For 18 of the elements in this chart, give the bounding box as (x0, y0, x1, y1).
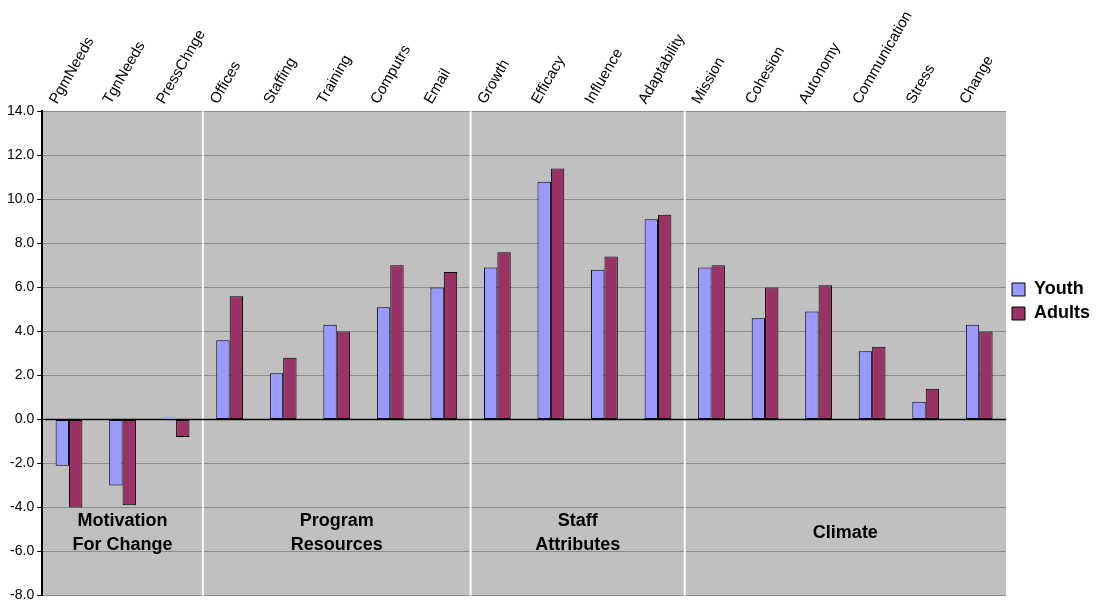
y-tick-label: -2.0 (10, 454, 35, 471)
y-tick-label: 2.0 (14, 366, 35, 383)
band-label: Motivation For Change (72, 509, 173, 554)
legend-label: Youth (1034, 278, 1084, 299)
y-tick-label: 4.0 (14, 322, 35, 339)
y-tick-label: 14.0 (7, 102, 35, 119)
legend-label: Adults (1034, 302, 1090, 323)
band-label: Staff Attributes (535, 509, 621, 554)
y-tick-label: 12.0 (7, 146, 35, 163)
band-label: Program Resources (290, 509, 383, 554)
band-label: Climate (812, 521, 878, 542)
y-tick-label: 6.0 (14, 278, 35, 295)
y-tick-label: -8.0 (10, 586, 35, 603)
y-tick-label: -6.0 (10, 542, 35, 559)
y-tick-label: 10.0 (7, 190, 35, 207)
y-tick-label: 0.0 (14, 410, 35, 427)
y-tick-label: 8.0 (14, 234, 35, 251)
y-tick-label: -4.0 (10, 498, 35, 515)
